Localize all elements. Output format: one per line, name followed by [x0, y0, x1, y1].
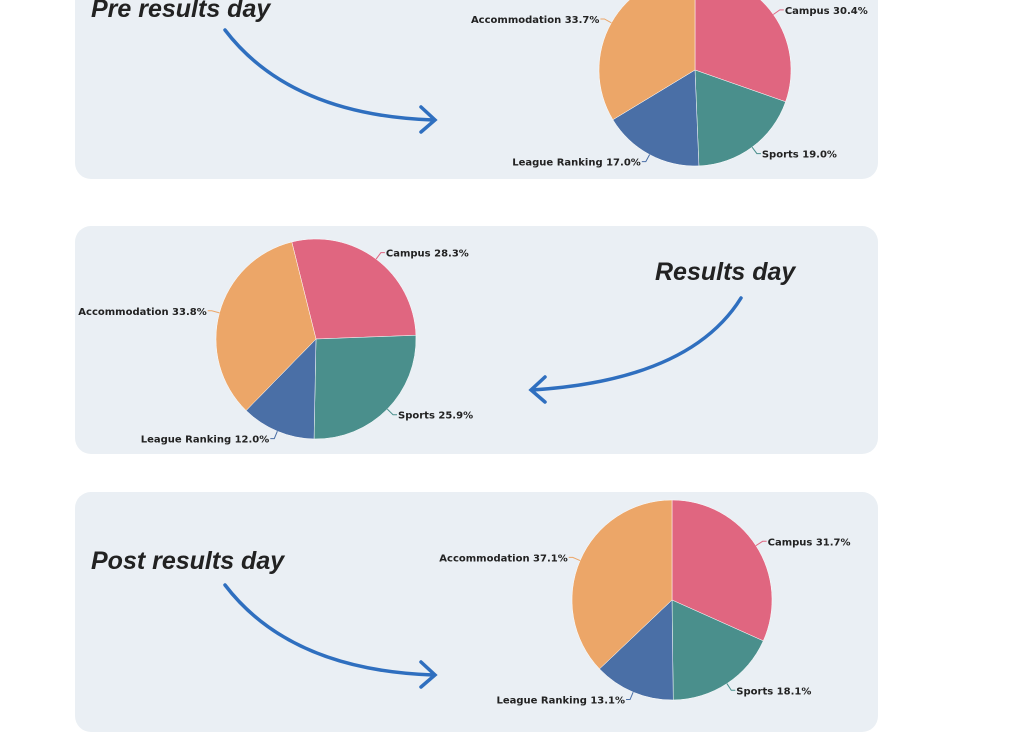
pie-slice-campus[interactable] [671, 499, 773, 642]
slice-label: Accommodation 33.7% [471, 15, 599, 26]
slice-label: Campus 30.4% [785, 6, 868, 17]
slice-label: League Ranking 13.1% [496, 696, 625, 707]
leader-line [270, 431, 278, 440]
slice-label: Campus 31.7% [768, 537, 851, 548]
charts-canvas: Campus 30.4% Sports 19.0% League Ranking 1… [78, 0, 868, 707]
slice-label: League Ranking 17.0% [512, 158, 641, 169]
title-results: Results day [655, 258, 796, 286]
slice-label: Sports 19.0% [762, 150, 837, 161]
leader-line [375, 252, 385, 260]
curved-arrow-icon [223, 583, 438, 689]
leader-line [626, 691, 634, 701]
leader-line [386, 408, 398, 416]
curved-arrow-icon [528, 296, 743, 404]
leader-line [600, 18, 612, 24]
pie-1: Campus 28.3% Sports 25.9% League Ranking 1… [78, 238, 473, 446]
pie-slice-accommodation[interactable] [598, 0, 696, 121]
pie-slice-league-ranking[interactable] [599, 599, 674, 701]
slice-label: Sports 18.1% [736, 686, 811, 697]
pie-slice-campus[interactable] [694, 0, 792, 103]
leader-line [726, 683, 736, 691]
slice-label: Accommodation 37.1% [439, 553, 567, 564]
slice-label: Accommodation 33.8% [78, 307, 206, 318]
leader-line [773, 9, 784, 15]
pie-slice-sports[interactable] [671, 599, 764, 701]
leader-line [755, 540, 767, 547]
leader-line [751, 146, 761, 155]
leader-line [207, 310, 220, 314]
pie-0: Campus 30.4% Sports 19.0% League Ranking 1… [471, 0, 868, 169]
slice-label: Campus 28.3% [386, 249, 469, 260]
pie-slice-sports[interactable] [313, 335, 417, 440]
title-post-results: Post results day [91, 547, 285, 575]
card-results [75, 226, 878, 454]
leader-line [641, 154, 651, 163]
pie-slice-league-ranking[interactable] [612, 69, 700, 167]
leader-line [568, 556, 581, 562]
pie-2: Campus 31.7% Sports 18.1% League Ranking 1… [439, 499, 851, 707]
pie-slice-sports[interactable] [694, 69, 786, 167]
pie-slice-accommodation[interactable] [571, 499, 673, 670]
curved-arrow-icon [223, 28, 438, 134]
slice-label: League Ranking 12.0% [141, 435, 270, 446]
slice-label: Sports 25.9% [398, 411, 473, 422]
title-pre-results: Pre results day [91, 0, 271, 23]
